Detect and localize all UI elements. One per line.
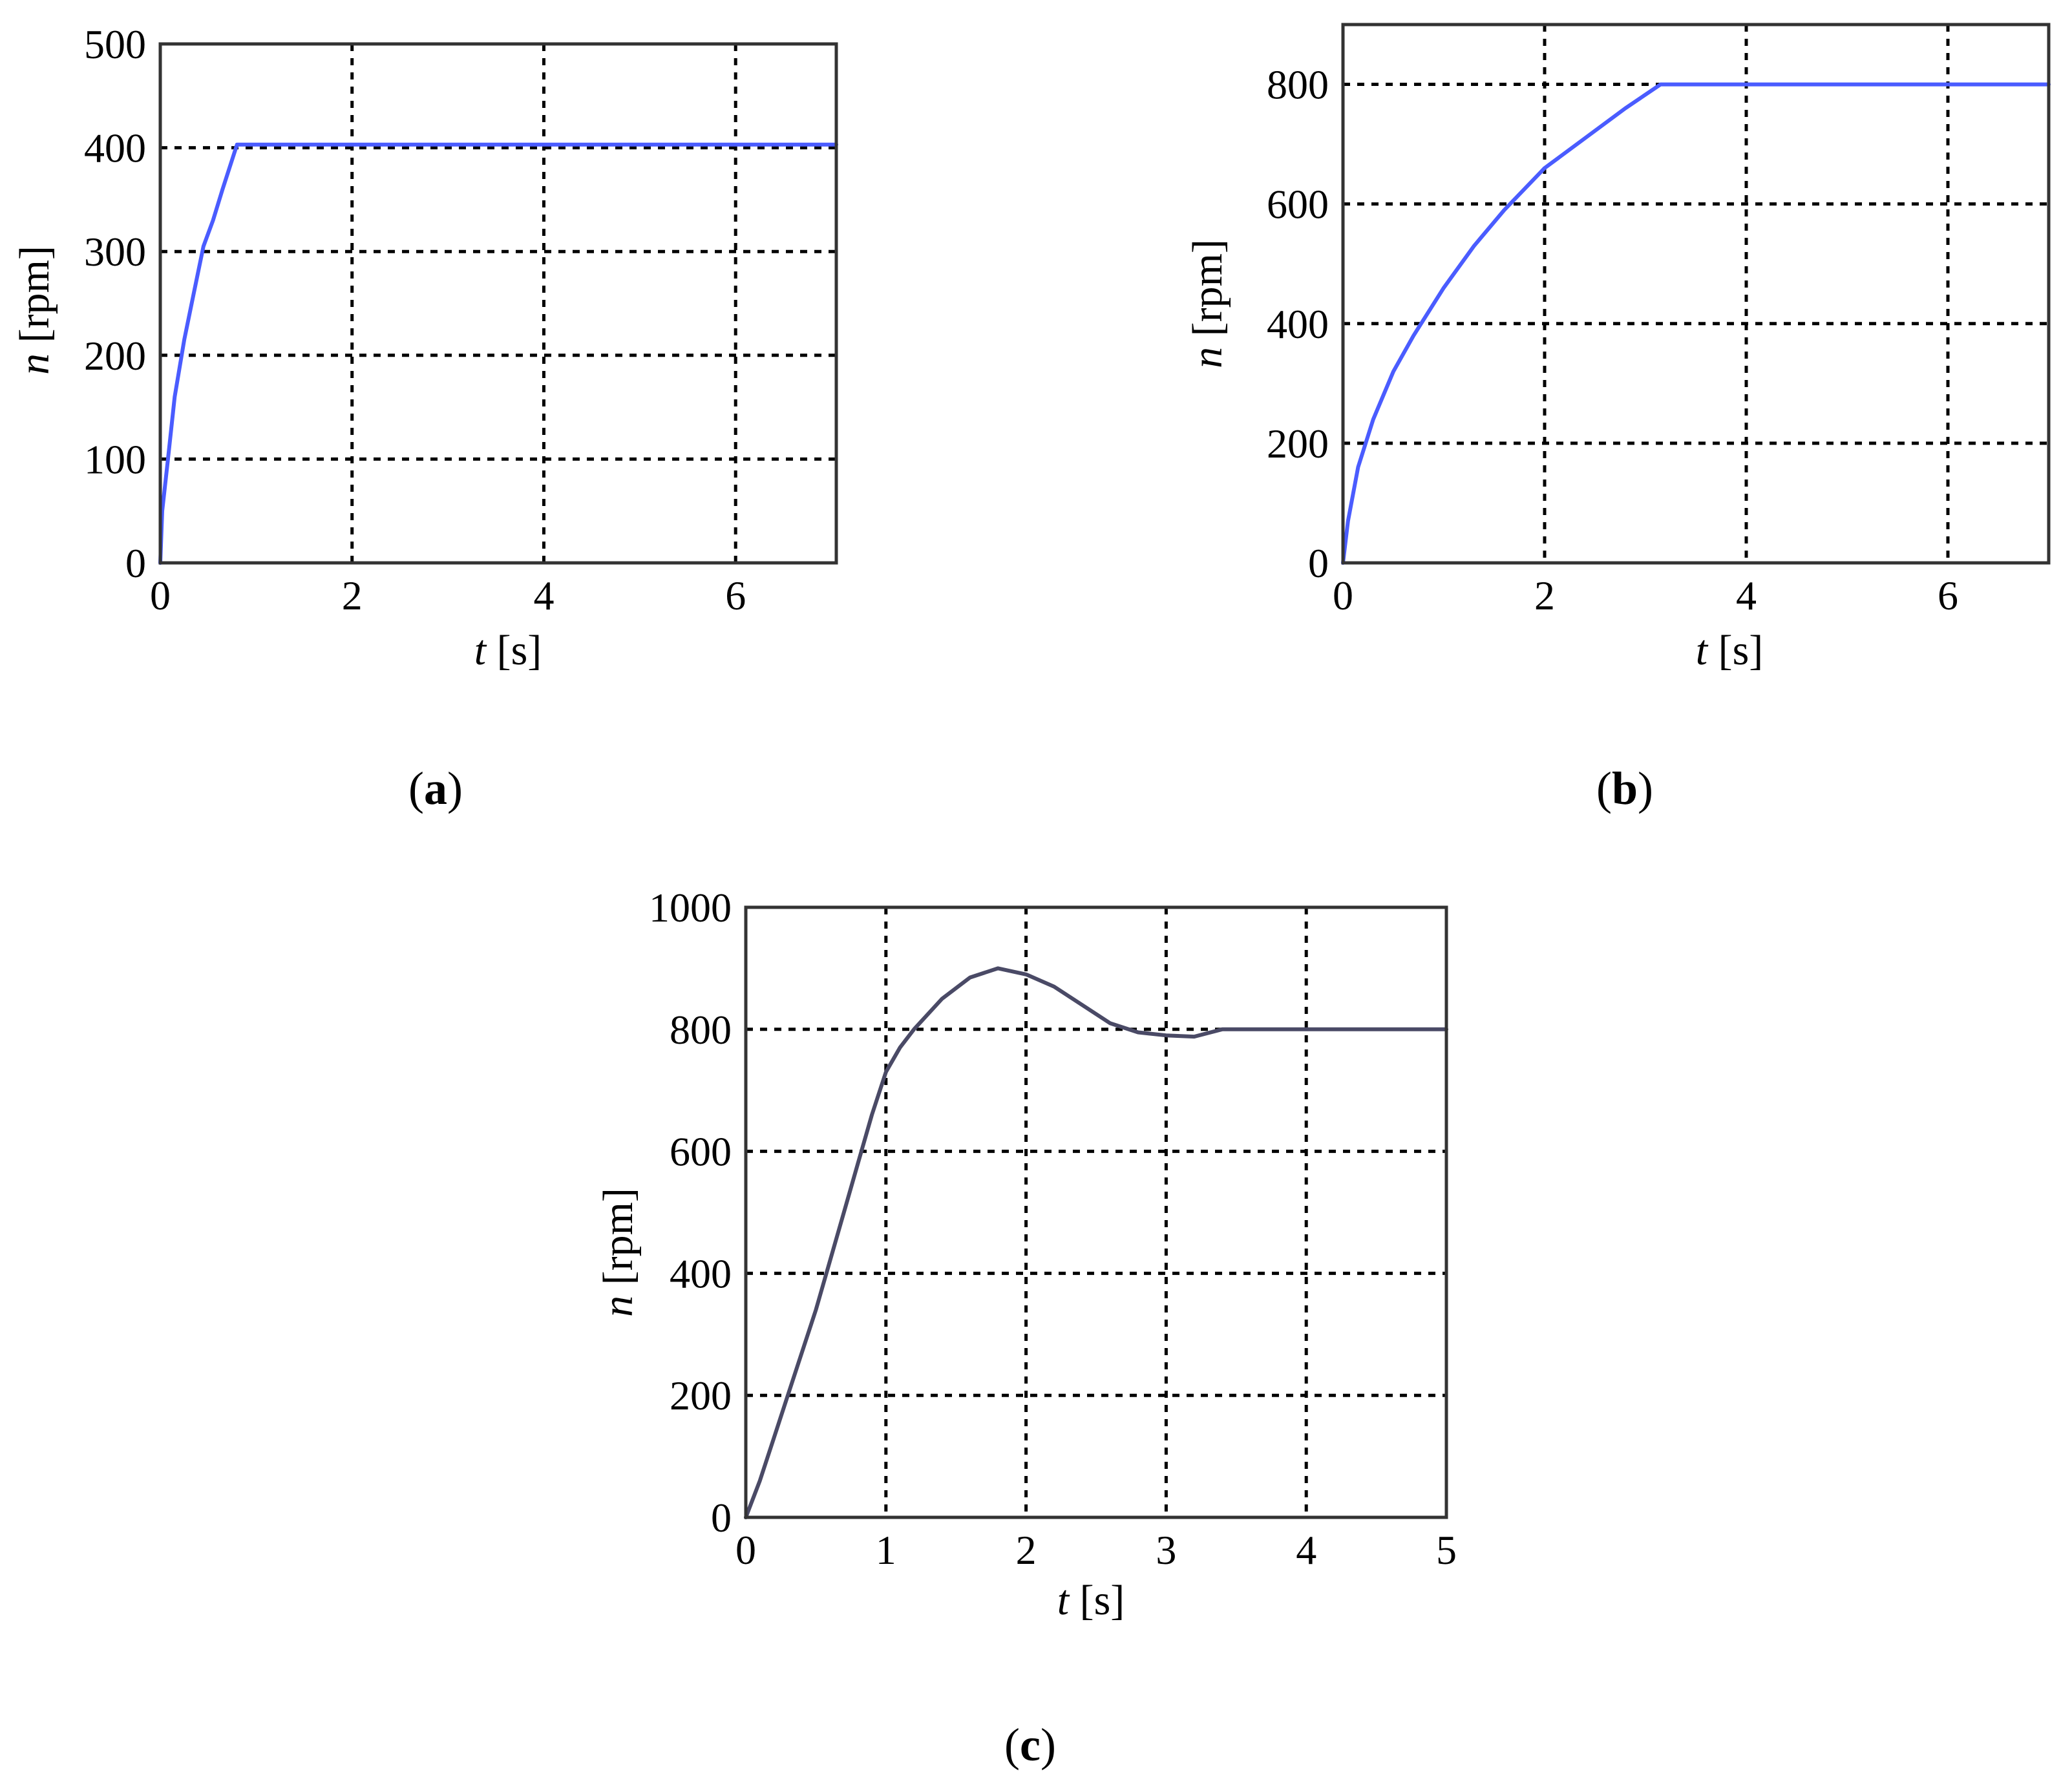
panel-b-y-tick-label: 400 xyxy=(1267,301,1329,347)
panel-a-x-axis-label: t [s] xyxy=(474,627,542,674)
panel-c-x-tick-label: 1 xyxy=(876,1527,896,1573)
panel-b-y-axis-label: n [rpm] xyxy=(1184,239,1231,368)
panel-c-y-axis-label: n [rpm] xyxy=(595,1188,642,1317)
panel-b-series xyxy=(1341,82,2051,565)
panel-c-y-ticks: 0 200 400 600 800 1000 xyxy=(649,885,732,1541)
panel-c-x-axis-label: t [s] xyxy=(1057,1577,1125,1624)
panel-a-y-tick-label: 100 xyxy=(84,436,146,482)
panel-a-frame xyxy=(158,42,838,565)
panel-c-x-tick-label: 3 xyxy=(1156,1527,1176,1573)
panel-a-y-axis-var: n xyxy=(11,353,58,375)
panel-a-y-tick-label: 200 xyxy=(84,333,146,379)
panel-c-y-tick-label: 0 xyxy=(711,1495,732,1541)
panel-c-series-line-0 xyxy=(744,966,1448,1519)
panel-c-y-axis-unit: [rpm] xyxy=(595,1188,642,1296)
panel-a-x-tick-label: 6 xyxy=(725,573,746,618)
panel-c-y-tick-label: 200 xyxy=(670,1373,732,1418)
panel-a-x-ticks: 0 2 4 6 xyxy=(150,573,746,618)
panel-b-x-axis-var: t xyxy=(1696,627,1709,674)
panel-a-label: (a) xyxy=(408,763,463,814)
panel-a-letter: a xyxy=(424,763,447,814)
panel-b-frame xyxy=(1341,23,2051,565)
panel-a-grid xyxy=(160,42,836,563)
panel-b-label: (b) xyxy=(1596,763,1653,814)
panel-b-x-axis-unit: [s] xyxy=(1707,627,1763,674)
panel-c-y-axis-var: n xyxy=(595,1296,642,1317)
panel-c: 0 1 2 3 4 5 0 200 400 600 800 1000 t [s] n [rpm] (… xyxy=(595,885,1457,1771)
panel-b-x-tick-label: 4 xyxy=(1736,573,1757,618)
panel-b-y-axis-unit: [rpm] xyxy=(1184,239,1231,347)
panel-c-x-axis-unit: [s] xyxy=(1069,1577,1125,1624)
panel-c-x-tick-label: 5 xyxy=(1436,1527,1457,1573)
panel-b-x-tick-label: 0 xyxy=(1333,573,1353,618)
panel-b-x-ticks: 0 2 4 6 xyxy=(1333,573,1958,618)
panel-c-y-tick-label: 1000 xyxy=(649,885,732,931)
panel-c-series xyxy=(744,966,1448,1519)
panel-a-y-axis-label: n [rpm] xyxy=(11,246,58,375)
panel-b-plot-frame xyxy=(1341,23,2051,565)
panel-a-y-ticks: 0 100 200 300 400 500 xyxy=(84,21,146,586)
panel-b-y-tick-label: 0 xyxy=(1308,540,1329,586)
panel-c-x-ticks: 0 1 2 3 4 5 xyxy=(735,1527,1457,1573)
panel-a-x-axis-unit: [s] xyxy=(486,627,542,674)
panel-b-y-tick-label: 200 xyxy=(1267,421,1329,467)
panel-c-frame xyxy=(744,905,1448,1519)
panel-c-letter: c xyxy=(1020,1719,1041,1771)
panel-b-letter: b xyxy=(1612,763,1638,814)
panel-c-x-axis-var: t xyxy=(1057,1577,1070,1624)
panel-a-y-tick-label: 300 xyxy=(84,229,146,275)
panel-c-y-tick-label: 400 xyxy=(670,1250,732,1296)
panel-c-y-tick-label: 800 xyxy=(670,1007,732,1053)
panel-c-x-tick-label: 0 xyxy=(735,1527,756,1573)
panel-a-y-tick-label: 500 xyxy=(84,21,146,67)
panel-a-x-tick-label: 4 xyxy=(533,573,554,618)
panel-c-y-tick-label: 600 xyxy=(670,1129,732,1175)
panel-a-plot-frame xyxy=(158,42,838,565)
panel-c-label: (c) xyxy=(1004,1719,1056,1771)
panel-c-x-tick-label: 2 xyxy=(1016,1527,1037,1573)
panel-b-y-tick-label: 800 xyxy=(1267,62,1329,108)
panel-b-series-line-0 xyxy=(1341,82,2051,565)
panel-a-series-line-0 xyxy=(158,142,838,565)
panel-a-y-tick-label: 0 xyxy=(125,540,146,586)
panel-b-x-axis-label: t [s] xyxy=(1696,627,1764,674)
panel-b-x-tick-label: 6 xyxy=(1938,573,1958,618)
panel-a-y-tick-label: 400 xyxy=(84,125,146,171)
panel-b-y-ticks: 0 200 400 600 800 xyxy=(1267,62,1329,586)
panel-c-x-tick-label: 4 xyxy=(1296,1527,1316,1573)
panel-a-x-tick-label: 2 xyxy=(342,573,363,618)
panel-a-x-axis-var: t xyxy=(474,627,487,674)
panel-b: 0 2 4 6 0 200 400 600 800 t [s] n [rpm] (b) xyxy=(1184,23,2051,814)
panel-a: 0 2 4 6 0 100 200 300 400 500 t [s] n [rpm] (a) xyxy=(11,21,838,814)
panel-b-y-tick-label: 600 xyxy=(1267,182,1329,227)
panel-a-y-axis-unit: [rpm] xyxy=(11,246,58,353)
panel-a-x-tick-label: 0 xyxy=(150,573,171,618)
panel-b-y-axis-var: n xyxy=(1184,347,1231,368)
panel-b-x-tick-label: 2 xyxy=(1534,573,1555,618)
panel-c-plot-frame xyxy=(744,905,1448,1519)
panel-a-series xyxy=(158,142,838,565)
